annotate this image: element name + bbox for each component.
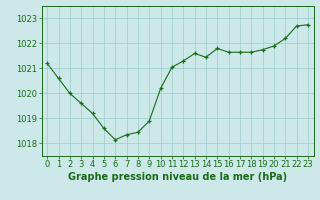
X-axis label: Graphe pression niveau de la mer (hPa): Graphe pression niveau de la mer (hPa) — [68, 172, 287, 182]
